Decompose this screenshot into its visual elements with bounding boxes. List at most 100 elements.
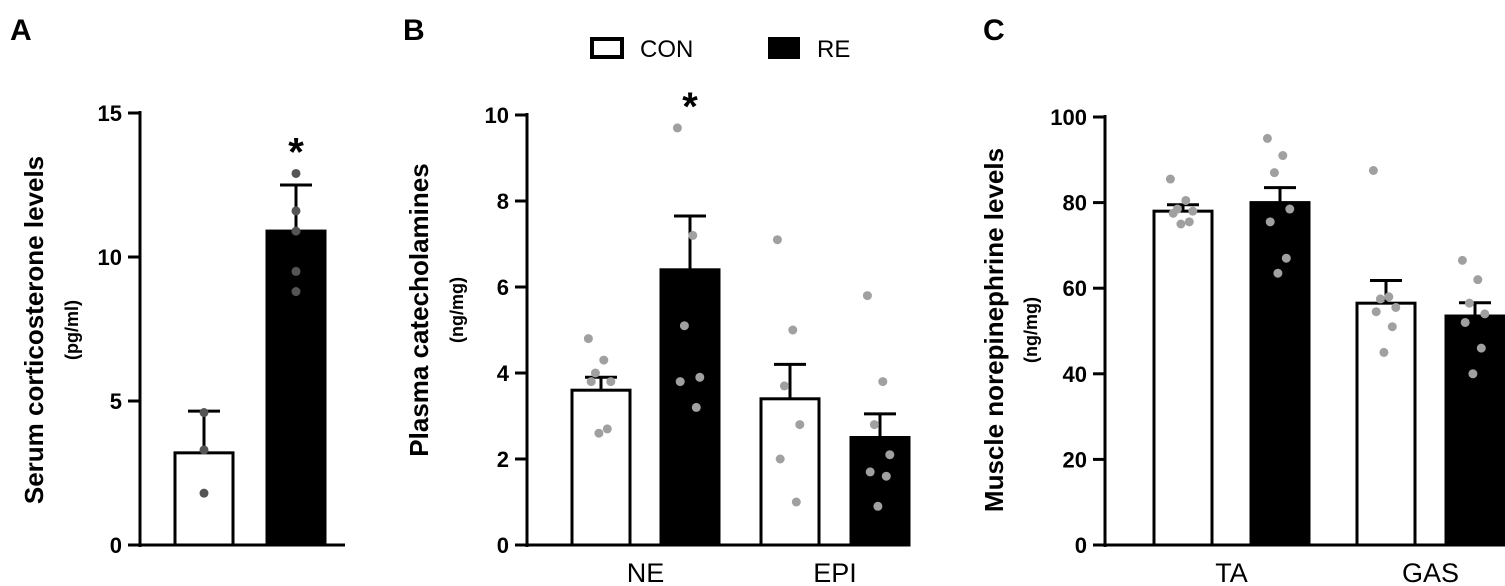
panel-c-bar-re (1444, 314, 1505, 547)
panel-b-data-point (594, 428, 604, 438)
panel-b-category-label: NE (627, 558, 665, 586)
panel-b-data-point (772, 235, 782, 245)
panel-c-data-point (1464, 298, 1474, 308)
panel-b-bar-con (570, 388, 632, 547)
panel-a-ylabel: Serum corticosterone levels (19, 156, 49, 504)
panel-c-plot: 0 20 40 60 80 100 TA GAS (1050, 105, 1505, 586)
panel-a-yunit: (pg/ml) (62, 300, 82, 360)
panel-b-data-point (865, 467, 875, 477)
panel-c-data-point (1387, 322, 1397, 332)
panel-a-y-tick-label: 5 (110, 389, 122, 414)
panel-b-data-point (788, 325, 798, 335)
panel-c-data-point (1265, 217, 1275, 227)
panel-b-y-tick-label: 8 (497, 189, 509, 214)
panel-b-y-tick-label: 2 (497, 447, 509, 472)
panel-a-y-tick-label: 10 (98, 245, 122, 270)
panel-c-data-point (1368, 166, 1378, 175)
panel-a-bar-re (265, 229, 327, 547)
panel-b-data-point (691, 402, 701, 412)
panel-b-category-label: EPI (813, 558, 857, 586)
panel-b-data-point (599, 355, 609, 365)
panel-b-data-point (795, 420, 805, 430)
panel-c-bar-con (1152, 209, 1214, 547)
panel-c-data-point (1269, 168, 1279, 178)
panel-c-ylabel: Muscle norepinephrine levels (979, 148, 1009, 512)
panel-c-data-point (1184, 217, 1194, 227)
panel-a-data-point (199, 488, 209, 498)
panel-c-y-tick-label: 60 (1063, 276, 1087, 301)
panel-b-bar-re (659, 268, 721, 547)
panel-b-data-point (869, 420, 879, 430)
panel-c-data-point (1384, 292, 1394, 302)
panel-a-data-point (291, 226, 301, 236)
legend-label-con: CON (640, 36, 693, 63)
panel-c-data-point (1375, 294, 1385, 304)
panel-c-data-point (1480, 309, 1490, 319)
panel-a-data-point (199, 445, 209, 455)
panel-c-data-point (1278, 151, 1288, 161)
panel-b-bar-re (849, 436, 911, 547)
panel-a-data-point (291, 266, 301, 276)
panel-c-yunit: (ng/mg) (1021, 297, 1041, 363)
panel-c-y-tick-label: 80 (1063, 191, 1087, 216)
panel-a-data-point (199, 408, 209, 418)
panel-c-data-point (1165, 174, 1175, 184)
panel-c-bar-con (1355, 301, 1417, 547)
panel-a-significance-marker: * (288, 130, 304, 174)
panel-c-data-point (1168, 208, 1178, 218)
legend-swatch-con (590, 37, 624, 59)
panel-c-category-label: TA (1215, 558, 1248, 586)
panel-c-data-point (1473, 275, 1483, 285)
panel-a-y-tick-label: 15 (98, 101, 122, 126)
panel-b-data-point (590, 368, 600, 378)
panel-a-data-point (291, 206, 301, 216)
panel-b-y-tick-label: 10 (485, 103, 509, 128)
panel-a-bar-con (173, 451, 235, 547)
panel-c-data-point (1181, 195, 1191, 205)
panel-c-data-point (1457, 255, 1467, 265)
panel-b-data-point (688, 230, 698, 240)
panel-b-data-point (602, 424, 612, 434)
panel-c-data-point (1273, 268, 1283, 278)
panel-c-data-point (1281, 253, 1291, 263)
panel-a-y-tick-label: 0 (110, 533, 122, 558)
panel-c-data-point (1285, 204, 1295, 214)
legend-label-re: RE (817, 36, 850, 63)
panel-b-y-tick-label: 4 (497, 361, 510, 386)
panel-b-data-point (583, 334, 593, 344)
panel-c-data-point (1379, 347, 1389, 357)
panel-b-data-point (873, 501, 883, 511)
panel-b-data-point (606, 377, 616, 387)
panel-c-data-point (1188, 206, 1198, 216)
panel-b-data-point (679, 321, 689, 331)
panel-b-data-point (779, 381, 789, 391)
panel-b-yunit: (ng/mg) (447, 277, 467, 343)
panel-label-b: B (403, 14, 425, 47)
panel-b-plot: 0 2 4 6 8 10 * NE EPI (485, 85, 911, 586)
panel-c-bar-re (1249, 201, 1311, 547)
panel-b-data-point (672, 123, 682, 133)
panel-c-data-point (1176, 219, 1186, 229)
panel-b-data-point (878, 377, 888, 387)
panel-a-data-point (291, 168, 301, 178)
panel-c-y-tick-label: 40 (1063, 362, 1087, 387)
legend: CON RE (590, 36, 850, 63)
panel-c-data-point (1262, 133, 1272, 143)
panel-b-ylabel: Plasma catecholamines (404, 163, 434, 456)
panel-b-significance-marker: * (682, 85, 698, 129)
panel-c-y-tick-label: 0 (1075, 533, 1087, 558)
panel-b-y-tick-label: 0 (497, 533, 509, 558)
panel-label-c: C (983, 14, 1005, 47)
panel-c-data-point (1391, 302, 1401, 312)
panel-b-data-point (675, 377, 685, 387)
panel-c-data-point (1468, 369, 1478, 379)
panel-b-data-point (791, 497, 801, 507)
legend-swatch-re (768, 37, 800, 59)
panel-b-bar-con (759, 397, 821, 547)
panel-c-data-point (1371, 307, 1381, 317)
panel-b-data-point (885, 450, 895, 460)
panel-label-a: A (10, 14, 32, 47)
panel-c-y-tick-label: 20 (1063, 447, 1087, 472)
panel-a-data-point (291, 287, 301, 297)
